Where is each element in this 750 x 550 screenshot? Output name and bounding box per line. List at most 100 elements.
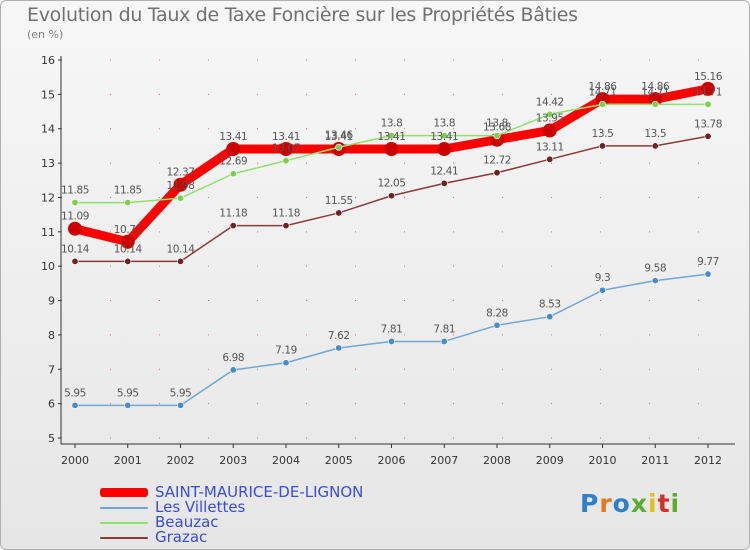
logo-letter: i (670, 489, 681, 518)
x-tick-label-2012: 2012 (694, 454, 722, 467)
point-beauzac-2001 (124, 199, 132, 207)
y-tick-label-6: 6 (48, 398, 55, 411)
data-label-les-villettes-2000: 5.95 (64, 387, 86, 399)
point-saint-maurice-de-lignon-2003 (226, 142, 241, 157)
point-saint-maurice-de-lignon-2010 (595, 92, 610, 107)
x-tick-label-2004: 2004 (272, 454, 300, 467)
data-label-saint-maurice-de-lignon-2001: 10.71 (114, 224, 142, 236)
data-label-beauzac-2003: 12.69 (219, 156, 247, 168)
logo-letter: o (612, 489, 631, 518)
point-les-villettes-2003 (229, 366, 237, 374)
legend-label-saint-maurice-de-lignon: SAINT-MAURICE-DE-LIGNON (155, 483, 364, 501)
data-label-les-villettes-2010: 9.3 (595, 272, 611, 284)
point-les-villettes-2001 (124, 401, 132, 409)
point-beauzac-2002 (177, 194, 185, 202)
data-label-grazac-2001: 10.14 (114, 243, 143, 255)
point-grazac-2001 (124, 257, 132, 265)
point-beauzac-2012 (704, 100, 712, 108)
data-label-grazac-2003: 11.18 (219, 208, 247, 220)
data-label-beauzac-2009: 14.42 (536, 96, 564, 108)
data-label-grazac-2012: 13.78 (694, 118, 722, 130)
point-grazac-2007 (440, 179, 448, 187)
data-label-grazac-2002: 10.14 (166, 243, 195, 255)
point-les-villettes-2007 (440, 337, 448, 345)
point-saint-maurice-de-lignon-2011 (648, 92, 663, 107)
data-label-grazac-2006: 12.05 (377, 178, 405, 190)
point-grazac-2006 (387, 192, 395, 200)
data-label-les-villettes-2006: 7.81 (381, 323, 403, 335)
data-label-grazac-2004: 11.18 (272, 208, 300, 220)
x-tick-label-2003: 2003 (219, 454, 247, 467)
data-label-beauzac-2004: 13.07 (272, 143, 300, 155)
data-label-saint-maurice-de-lignon-2006: 13.41 (377, 131, 405, 143)
chart-title: Evolution du Taux de Taxe Foncière sur l… (27, 4, 578, 26)
x-tick-label-2007: 2007 (430, 454, 458, 467)
y-tick-label-9: 9 (48, 295, 55, 308)
legend-swatch-saint-maurice-de-lignon (100, 488, 148, 497)
data-label-saint-maurice-de-lignon-2008: 13.68 (483, 122, 511, 134)
point-saint-maurice-de-lignon-2009 (542, 123, 557, 138)
legend-label-grazac: Grazac (155, 528, 208, 546)
point-beauzac-2009 (546, 110, 554, 118)
data-label-saint-maurice-de-lignon-2005: 13.41 (325, 131, 353, 143)
data-label-les-villettes-2002: 5.95 (170, 387, 192, 399)
point-grazac-2000 (71, 257, 79, 265)
point-grazac-2009 (546, 155, 554, 163)
point-grazac-2003 (229, 222, 237, 230)
point-beauzac-2006 (387, 132, 395, 140)
point-saint-maurice-de-lignon-2004 (279, 142, 293, 157)
y-tick-label-11: 11 (41, 226, 55, 239)
proxiti-logo: Proxiti (580, 489, 680, 518)
legend-label-beauzac: Beauzac (155, 513, 219, 531)
data-label-les-villettes-2004: 7.19 (275, 345, 297, 357)
chart-subtitle: (en %) (27, 28, 64, 41)
logo-letter: r (599, 489, 613, 518)
legend-swatch-grazac (100, 537, 148, 539)
point-grazac-2008 (493, 169, 501, 177)
data-label-saint-maurice-de-lignon-2000: 11.09 (61, 211, 89, 223)
point-saint-maurice-de-lignon-2000 (68, 221, 82, 236)
data-label-beauzac-2002: 11.98 (166, 180, 194, 192)
point-beauzac-2003 (229, 170, 237, 178)
data-label-grazac-2007: 12.41 (430, 165, 458, 177)
y-tick-label-5: 5 (48, 432, 55, 445)
point-les-villettes-2010 (598, 286, 606, 294)
data-label-saint-maurice-de-lignon-2003: 13.41 (219, 131, 247, 143)
point-beauzac-2005 (335, 143, 343, 151)
x-tick-label-2002: 2002 (167, 454, 195, 467)
data-label-saint-maurice-de-lignon-2011: 14.86 (641, 81, 670, 93)
legend-swatch-les-villettes (100, 507, 148, 509)
y-tick-label-8: 8 (48, 329, 55, 342)
logo-letter: P (580, 489, 600, 518)
point-grazac-2002 (177, 257, 185, 265)
point-saint-maurice-de-lignon-2006 (384, 142, 399, 157)
point-beauzac-2011 (651, 100, 659, 108)
point-grazac-2005 (335, 209, 343, 217)
data-label-beauzac-2001: 11.85 (114, 185, 142, 197)
data-label-beauzac-2010: 14.71 (588, 86, 616, 98)
data-label-beauzac-2005: 13.46 (325, 129, 354, 141)
data-label-grazac-2011: 13.5 (644, 128, 666, 140)
x-tick-label-2005: 2005 (325, 454, 353, 467)
data-label-beauzac-2011: 14.71 (641, 86, 669, 98)
y-tick-label-12: 12 (41, 191, 55, 204)
point-saint-maurice-de-lignon-2001 (120, 234, 135, 249)
data-label-les-villettes-2001: 5.95 (117, 387, 139, 399)
point-les-villettes-2006 (387, 337, 395, 345)
legend-label-les-villettes: Les Villettes (155, 498, 246, 516)
point-grazac-2012 (704, 132, 712, 140)
data-label-les-villettes-2011: 9.58 (644, 263, 666, 275)
point-grazac-2004 (282, 222, 290, 230)
data-label-grazac-2009: 13.11 (536, 141, 564, 153)
logo-letter: i (648, 489, 658, 518)
series-line-saint-maurice-de-lignon (70, 84, 713, 247)
data-label-les-villettes-2005: 7.62 (328, 330, 350, 342)
point-les-villettes-2008 (493, 321, 501, 329)
data-label-beauzac-2012: 14.71 (694, 86, 722, 98)
point-les-villettes-2000 (71, 401, 79, 409)
data-label-les-villettes-2009: 8.53 (539, 299, 561, 311)
point-saint-maurice-de-lignon-2012 (701, 81, 715, 96)
data-label-beauzac-2008: 13.8 (486, 118, 508, 130)
